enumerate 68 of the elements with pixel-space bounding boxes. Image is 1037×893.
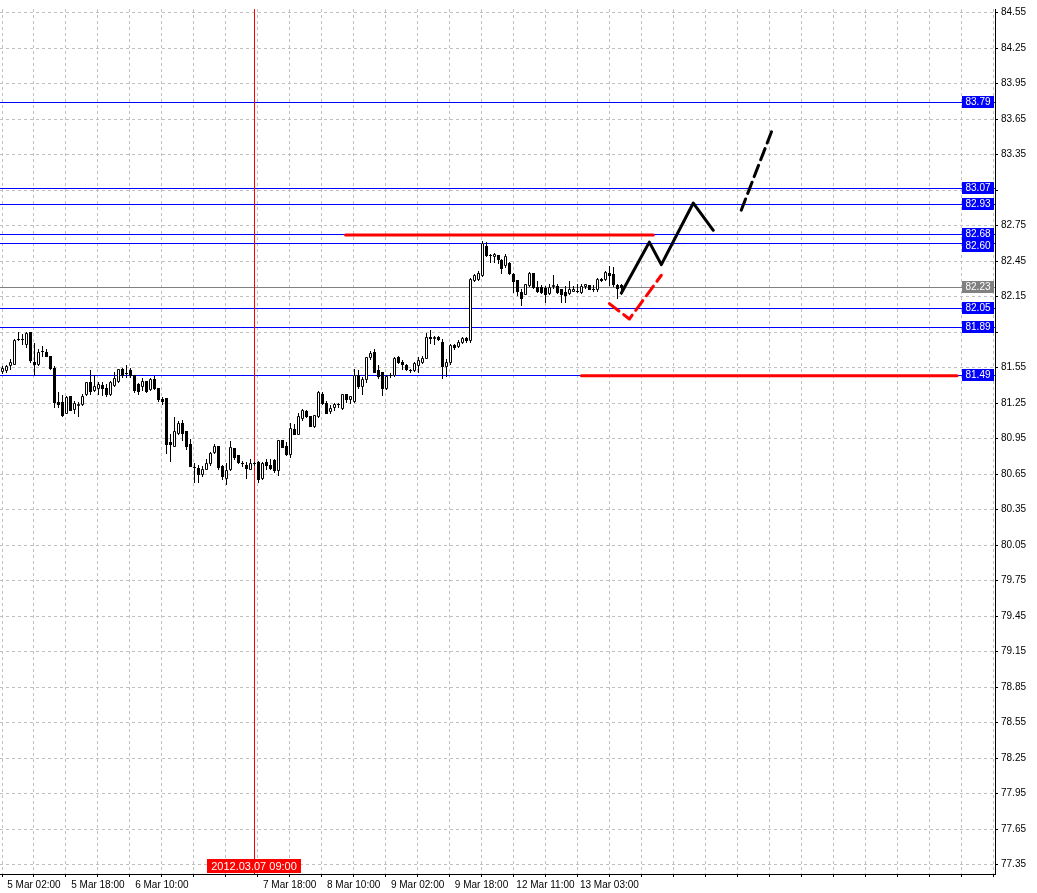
x-tick-label: 2012.03.07 09:00 (211, 859, 297, 872)
x-tick-label: 5 Mar 02:00 (7, 878, 62, 890)
candlestick (289, 422, 292, 459)
candlestick (612, 266, 615, 288)
y-tick-label: 79.45 (1001, 609, 1027, 621)
candlestick (512, 272, 515, 294)
ref-line-label: 83.79 (965, 96, 991, 108)
candlestick (13, 338, 16, 366)
y-tick-label: 78.85 (1001, 680, 1027, 692)
candlestick (257, 460, 260, 484)
candlestick (225, 462, 228, 486)
candlestick (61, 394, 64, 418)
y-tick-label: 79.15 (1001, 645, 1027, 657)
candlestick (21, 333, 24, 346)
candlestick (449, 343, 452, 366)
candlestick (33, 342, 36, 377)
candlestick (193, 462, 196, 484)
candlestick (125, 364, 128, 379)
candlestick (173, 416, 176, 448)
ref-line-label: 81.89 (965, 321, 991, 333)
candlestick (608, 265, 611, 287)
candlestick (469, 277, 472, 344)
y-tick-label: 84.25 (1001, 41, 1027, 53)
x-tick-label: 13 Mar 03:00 (579, 878, 640, 890)
y-tick-label: 83.95 (1001, 77, 1027, 89)
ref-line-label: 82.68 (965, 228, 991, 240)
y-tick-label: 77.65 (1001, 822, 1027, 834)
candlestick (365, 356, 368, 384)
x-tick-label: 9 Mar 02:00 (390, 878, 445, 890)
y-tick-label: 77.35 (1001, 858, 1027, 870)
candlestick (381, 371, 384, 397)
ref-line-label: 82.93 (965, 198, 991, 210)
x-tick-label: 9 Mar 18:00 (454, 878, 509, 890)
y-tick-label: 82.45 (1001, 254, 1027, 266)
y-tick-label: 82.75 (1001, 219, 1027, 231)
x-tick-label: 8 Mar 10:00 (326, 878, 381, 890)
candlestick (41, 345, 44, 358)
candlestick (297, 412, 300, 436)
y-tick-label: 80.65 (1001, 467, 1027, 479)
candlestick (277, 439, 280, 477)
y-tick-label: 81.25 (1001, 396, 1027, 408)
y-tick-label: 78.55 (1001, 716, 1027, 728)
ref-line-label: 82.05 (965, 302, 991, 314)
candlestick (393, 356, 396, 378)
candlestick (353, 368, 356, 404)
y-tick-label: 79.75 (1001, 574, 1027, 586)
y-tick-label: 80.05 (1001, 538, 1027, 550)
ref-line-label: 81.49 (965, 369, 991, 381)
x-tick-label: 12 Mar 11:00 (516, 878, 575, 890)
y-tick-label: 80.35 (1001, 503, 1027, 515)
x-tick-label: 5 Mar 18:00 (71, 878, 126, 890)
y-tick-label: 80.95 (1001, 432, 1027, 444)
candlestick (425, 332, 428, 360)
y-tick-label: 82.15 (1001, 290, 1027, 302)
candlestick (229, 440, 232, 472)
y-tick-label: 84.55 (1001, 6, 1027, 18)
x-tick-label: 6 Mar 10:00 (135, 878, 189, 890)
x-tick-label: 7 Mar 18:00 (263, 878, 317, 890)
y-tick-label: 78.25 (1001, 751, 1027, 763)
candlestick (89, 369, 92, 396)
y-tick-label: 81.55 (1001, 361, 1027, 373)
candlestick (481, 240, 484, 278)
y-tick-label: 83.65 (1001, 112, 1027, 124)
ref-line-label: 82.23 (965, 281, 991, 293)
ref-line-label: 83.07 (965, 182, 991, 194)
y-tick-label: 77.95 (1001, 787, 1027, 799)
ref-line-label: 82.60 (965, 240, 991, 252)
y-tick-label: 83.35 (1001, 148, 1027, 160)
